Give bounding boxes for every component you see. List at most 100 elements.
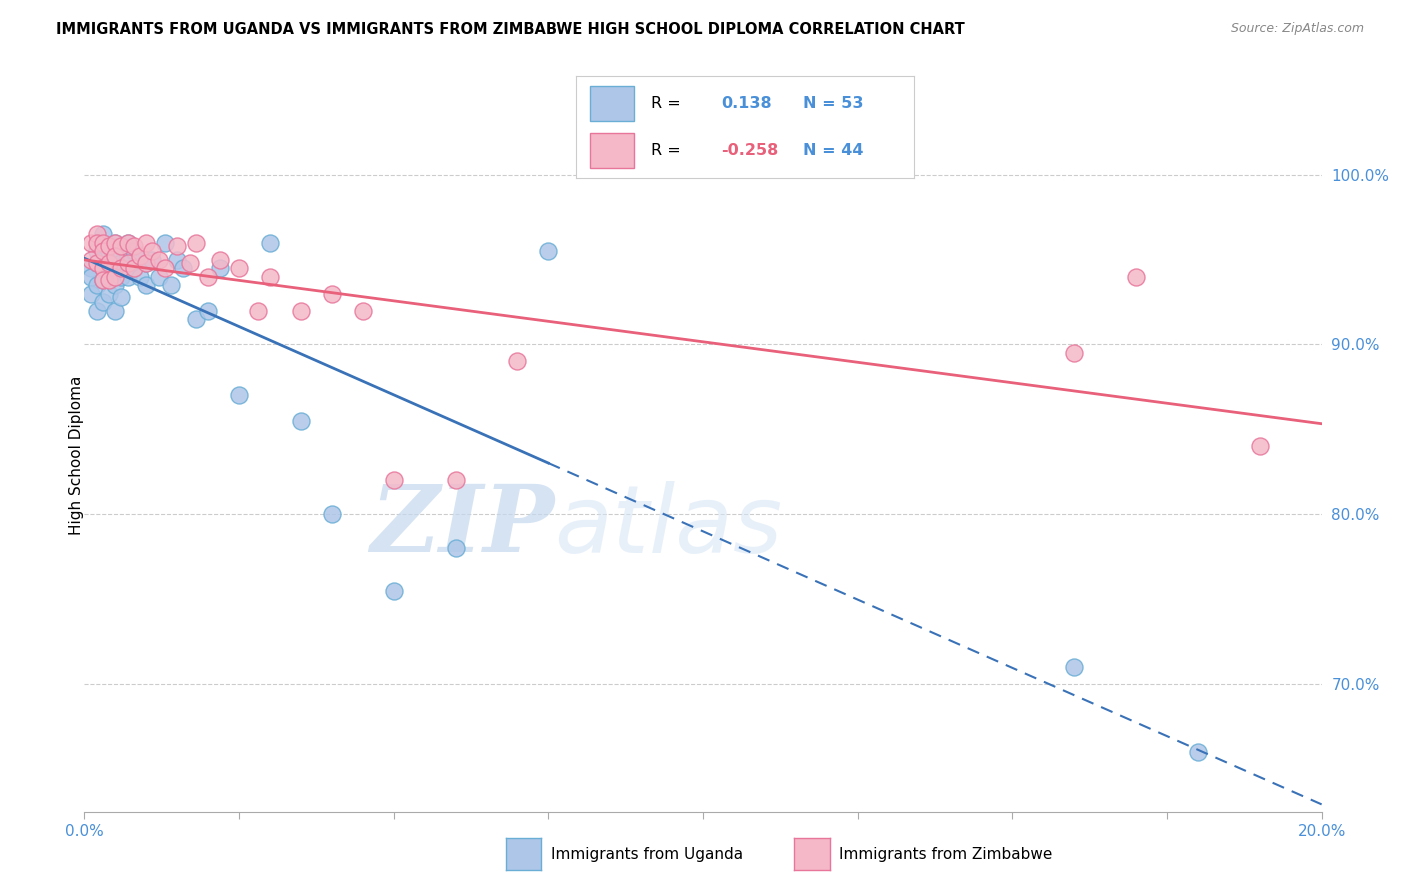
Point bbox=[110, 239, 132, 253]
Point bbox=[129, 269, 152, 284]
Point bbox=[209, 252, 232, 267]
Point bbox=[160, 278, 183, 293]
Point bbox=[537, 244, 560, 258]
Point bbox=[91, 252, 114, 267]
Text: N = 44: N = 44 bbox=[803, 144, 863, 158]
Point bbox=[98, 244, 121, 258]
Point bbox=[172, 260, 194, 275]
Point bbox=[98, 269, 121, 284]
Point bbox=[91, 227, 114, 241]
Point bbox=[98, 286, 121, 301]
Point bbox=[153, 260, 176, 275]
Point bbox=[86, 256, 108, 270]
Point bbox=[79, 269, 101, 284]
Point bbox=[117, 235, 139, 250]
Point bbox=[444, 541, 467, 556]
Point bbox=[110, 256, 132, 270]
Point bbox=[141, 252, 163, 267]
Point bbox=[246, 303, 269, 318]
Text: R =: R = bbox=[651, 96, 681, 111]
Point bbox=[91, 235, 114, 250]
Point bbox=[110, 244, 132, 258]
Text: ZIP: ZIP bbox=[370, 482, 554, 571]
Text: atlas: atlas bbox=[554, 481, 783, 572]
Point bbox=[98, 273, 121, 287]
Point bbox=[290, 303, 312, 318]
Point bbox=[179, 256, 201, 270]
Text: R =: R = bbox=[651, 144, 681, 158]
Point bbox=[104, 249, 127, 263]
Point bbox=[444, 474, 467, 488]
Point bbox=[197, 269, 219, 284]
Point bbox=[122, 260, 145, 275]
Text: -0.258: -0.258 bbox=[721, 144, 779, 158]
Point bbox=[1125, 269, 1147, 284]
Point bbox=[117, 256, 139, 270]
Point bbox=[98, 239, 121, 253]
Text: Immigrants from Zimbabwe: Immigrants from Zimbabwe bbox=[839, 847, 1053, 862]
Point bbox=[148, 269, 170, 284]
Point bbox=[104, 269, 127, 284]
Point bbox=[352, 303, 374, 318]
Point bbox=[79, 235, 101, 250]
Point bbox=[91, 260, 114, 275]
Point bbox=[104, 235, 127, 250]
Point bbox=[228, 260, 250, 275]
Point bbox=[98, 256, 121, 270]
Point bbox=[135, 256, 157, 270]
Point bbox=[91, 273, 114, 287]
Point bbox=[110, 290, 132, 304]
Point bbox=[197, 303, 219, 318]
Point bbox=[1063, 660, 1085, 674]
Point bbox=[86, 235, 108, 250]
Point bbox=[98, 256, 121, 270]
Point bbox=[184, 235, 207, 250]
Point bbox=[382, 474, 405, 488]
Point bbox=[166, 252, 188, 267]
Text: Source: ZipAtlas.com: Source: ZipAtlas.com bbox=[1230, 22, 1364, 36]
Point bbox=[104, 260, 127, 275]
Point bbox=[321, 286, 343, 301]
Point bbox=[91, 273, 114, 287]
Point bbox=[129, 249, 152, 263]
Point bbox=[86, 256, 108, 270]
Point bbox=[86, 227, 108, 241]
Point bbox=[290, 414, 312, 428]
Point bbox=[86, 278, 108, 293]
Point bbox=[110, 260, 132, 275]
Point bbox=[166, 239, 188, 253]
Text: Immigrants from Uganda: Immigrants from Uganda bbox=[551, 847, 744, 862]
Point bbox=[91, 244, 114, 258]
Text: IMMIGRANTS FROM UGANDA VS IMMIGRANTS FROM ZIMBABWE HIGH SCHOOL DIPLOMA CORRELATI: IMMIGRANTS FROM UGANDA VS IMMIGRANTS FRO… bbox=[56, 22, 965, 37]
Point bbox=[104, 278, 127, 293]
Point bbox=[86, 235, 108, 250]
Point bbox=[91, 260, 114, 275]
Text: 0.138: 0.138 bbox=[721, 96, 772, 111]
Point bbox=[184, 312, 207, 326]
Point bbox=[506, 354, 529, 368]
Point bbox=[141, 244, 163, 258]
Y-axis label: High School Diploma: High School Diploma bbox=[69, 376, 83, 534]
Point bbox=[259, 269, 281, 284]
Text: N = 53: N = 53 bbox=[803, 96, 863, 111]
Point bbox=[153, 235, 176, 250]
FancyBboxPatch shape bbox=[591, 87, 634, 121]
Point bbox=[86, 244, 108, 258]
Point bbox=[135, 235, 157, 250]
Point bbox=[104, 303, 127, 318]
Point bbox=[117, 269, 139, 284]
Point bbox=[228, 388, 250, 402]
Point bbox=[122, 239, 145, 253]
Point bbox=[122, 260, 145, 275]
FancyBboxPatch shape bbox=[591, 133, 634, 168]
Point bbox=[117, 235, 139, 250]
Point bbox=[148, 252, 170, 267]
Point bbox=[135, 256, 157, 270]
Point bbox=[382, 583, 405, 598]
Point bbox=[122, 244, 145, 258]
Point bbox=[104, 252, 127, 267]
Point bbox=[104, 235, 127, 250]
Point bbox=[1187, 745, 1209, 759]
Point bbox=[110, 269, 132, 284]
Point bbox=[129, 252, 152, 267]
